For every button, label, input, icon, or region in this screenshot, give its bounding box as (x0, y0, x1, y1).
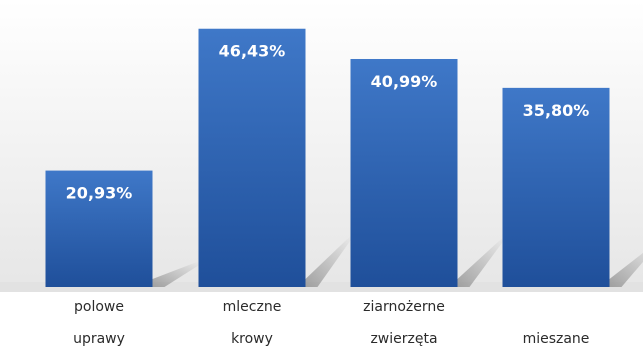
category-label: mieszane (523, 331, 590, 347)
category-label: mleczne (223, 299, 282, 315)
category-label: zwierzęta (370, 331, 437, 347)
bar-value-label: 40,99% (371, 72, 438, 91)
bar (350, 58, 458, 287)
category-label: uprawy (73, 331, 125, 347)
bar-shadow (152, 261, 199, 287)
bar (198, 28, 306, 288)
bar-shadow (457, 236, 504, 287)
category-label: polowe (74, 299, 124, 315)
bar-shadow (305, 235, 352, 287)
plot-floor (0, 282, 643, 292)
bar (45, 170, 153, 287)
category-label: krowy (231, 331, 273, 347)
category-label: ziarnożerne (363, 299, 445, 315)
bar-shadow (609, 252, 643, 287)
bar-value-label: 46,43% (219, 42, 286, 61)
bar-value-label: 35,80% (523, 101, 590, 120)
bar (502, 87, 610, 287)
bar-value-label: 20,93% (66, 184, 133, 203)
